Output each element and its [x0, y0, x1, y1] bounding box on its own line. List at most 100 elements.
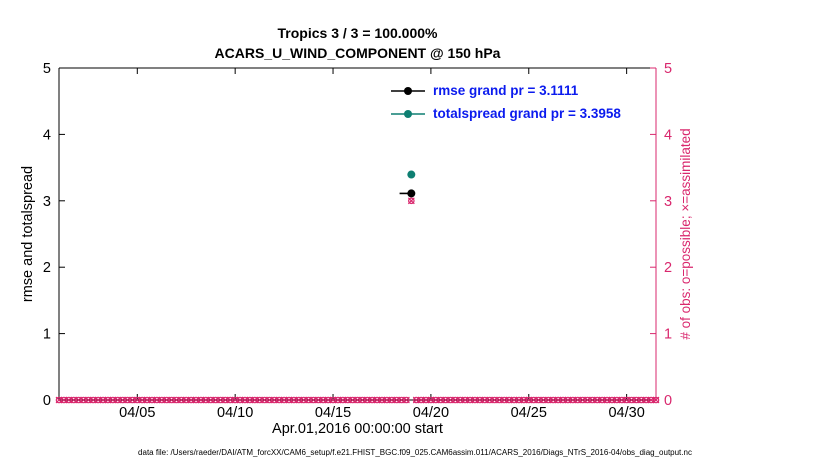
y-tick-label-left: 2 [43, 260, 51, 276]
obs-assimilated-marker [349, 396, 357, 404]
obs-assimilated-marker [540, 396, 547, 404]
obs-assimilated-marker [163, 396, 171, 404]
obs-assimilated-marker [569, 396, 577, 404]
obs-assimilated-marker [119, 396, 127, 404]
obs-assimilated-marker [618, 396, 626, 404]
obs-assimilated-marker [295, 396, 303, 404]
obs-assimilated-marker [530, 396, 538, 404]
data-file-caption: data file: /Users/raeder/DAI/ATM_forcXX/… [138, 448, 692, 457]
obs-assimilated-marker [109, 396, 117, 404]
y-tick-label-left: 1 [43, 327, 51, 343]
y-tick-label-left: 0 [43, 393, 51, 409]
obs-assimilated-marker [270, 396, 278, 404]
obs-assimilated-marker [593, 396, 601, 404]
y-tick-label-right: 3 [664, 194, 672, 210]
obs-assimilated-marker [89, 396, 97, 404]
obs-assimilated-marker [300, 396, 308, 404]
x-tick-label: 04/20 [413, 405, 449, 421]
obs-assimilated-marker [177, 396, 185, 404]
obs-assimilated-marker [574, 396, 582, 404]
obs-assimilated-marker [579, 396, 587, 404]
obs-assimilated-marker [217, 396, 224, 404]
obs-assimilated-marker [60, 396, 68, 404]
obs-assimilated-marker [510, 396, 518, 404]
obs-assimilated-marker [442, 396, 450, 404]
obs-assimilated-marker [628, 396, 635, 404]
obs-assimilated-marker [368, 396, 376, 404]
obs-assimilated-marker [173, 396, 180, 404]
obs-assimilated-marker [535, 396, 542, 404]
y-tick-label-right: 4 [664, 127, 672, 143]
obs-assimilated-marker [652, 396, 660, 404]
y-tick-label-right: 5 [664, 61, 672, 77]
y-tick-label-left: 5 [43, 61, 51, 77]
obs-assimilated-marker [319, 396, 327, 404]
obs-assimilated-marker [305, 396, 312, 404]
chart-subtitle: ACARS_U_WIND_COMPONENT @ 150 hPa [214, 45, 501, 61]
obs-assimilated-marker [84, 396, 92, 404]
obs-assimilated-marker [187, 396, 195, 404]
obs-assimilated-marker [221, 396, 229, 404]
obs-assimilated-marker [158, 396, 166, 404]
obs-assimilated-marker [515, 396, 523, 404]
obs-assimilated-marker [114, 396, 122, 404]
obs-assimilated-marker [75, 396, 82, 404]
obs-assimilated-marker [80, 396, 87, 404]
obs-assimilated-marker [525, 396, 533, 404]
obs-assimilated-marker [456, 396, 464, 404]
obs-assimilated-marker [559, 396, 567, 404]
obs-assimilated-marker [241, 396, 249, 404]
right-axis-label: # of obs: o=possible; ×=assimilated [678, 128, 693, 340]
obs-assimilated-marker [143, 396, 151, 404]
obs-assimilated-marker [603, 396, 611, 404]
obs-assimilated-marker [153, 396, 161, 404]
obs-assimilated-marker [344, 396, 352, 404]
obs-assimilated-marker [427, 396, 435, 404]
rmse-point [407, 189, 416, 198]
obs-assimilated-marker [207, 396, 215, 404]
obs-assimilated-marker [65, 396, 73, 404]
obs-assimilated-marker [637, 396, 645, 404]
legend-item-totalspread: totalspread grand pr = 3.3958 [390, 102, 621, 125]
legend-label-rmse: rmse grand pr = 3.1111 [433, 83, 579, 98]
obs-assimilated-marker [564, 396, 572, 404]
x-tick-label: 04/30 [608, 405, 644, 421]
obs-assimilated-marker [256, 396, 264, 404]
obs-assimilated-marker [598, 396, 606, 404]
y-tick-label-left: 4 [43, 127, 51, 143]
obs-possible-marker [652, 396, 660, 404]
obs-assimilated-marker [500, 396, 508, 404]
obs-assimilated-marker [236, 396, 244, 404]
y-tick-label-left: 3 [43, 194, 51, 210]
obs-assimilated-marker [265, 396, 273, 404]
chart-title-block: Tropics 3 / 3 = 100.000% ACARS_U_WIND_CO… [59, 23, 656, 63]
obs-assimilated-marker [251, 396, 259, 404]
obs-assimilated-marker [280, 396, 288, 404]
obs-assimilated-marker [647, 396, 655, 404]
obs-assimilated-marker [182, 396, 190, 404]
obs-assimilated-marker [486, 396, 494, 404]
obs-assimilated-marker [290, 396, 298, 404]
obs-assimilated-marker [70, 396, 78, 404]
obs-assimilated-marker [329, 396, 337, 404]
obs-assimilated-marker [310, 396, 317, 404]
obs-assimilated-marker [417, 396, 425, 404]
obs-assimilated-marker [584, 396, 591, 404]
obs-assimilated-marker [99, 396, 107, 404]
obs-assimilated-marker [412, 396, 420, 404]
obs-assimilated-marker [104, 396, 112, 404]
obs-assimilated-marker [55, 396, 63, 404]
obs-assimilated-marker [398, 396, 405, 404]
y-tick-label-right: 1 [664, 327, 672, 343]
obs-assimilated-marker [334, 396, 342, 404]
obs-assimilated-marker [437, 396, 445, 404]
obs-assimilated-marker [403, 396, 410, 404]
obs-assimilated-marker [491, 396, 498, 404]
totalspread-marker-sample [391, 109, 425, 118]
obs-assimilated-marker [324, 396, 332, 404]
y-tick-label-right: 2 [664, 260, 672, 276]
obs-assimilated-marker [633, 396, 640, 404]
obs-assimilated-marker [94, 396, 102, 404]
